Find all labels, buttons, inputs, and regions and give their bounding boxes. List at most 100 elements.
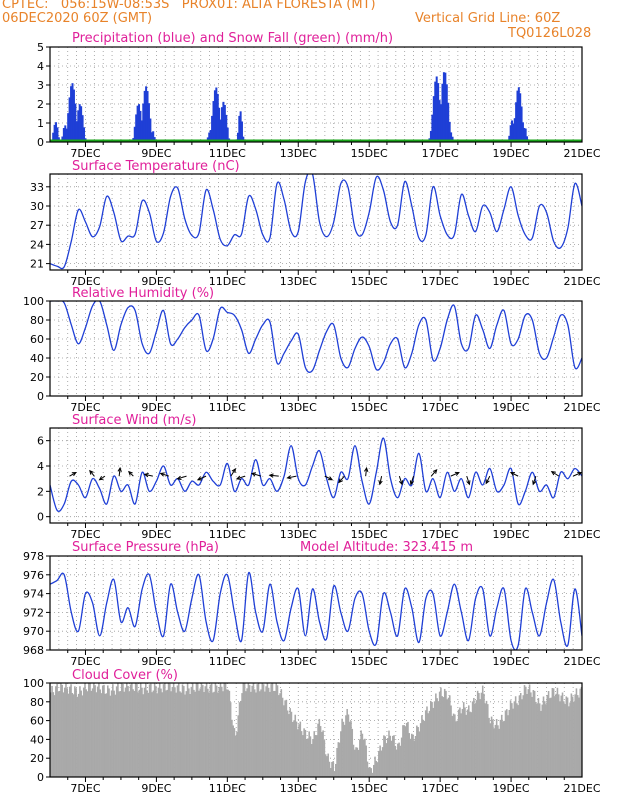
series-line: [50, 437, 582, 512]
cloud-bar: [253, 689, 256, 777]
cloud-bar: [86, 691, 89, 777]
cloud-bar: [313, 731, 316, 777]
cloud-bar: [56, 683, 58, 777]
cloud-bar: [366, 761, 369, 777]
cloud-bar: [61, 684, 63, 777]
cloud-bar: [114, 694, 117, 777]
cloud-bar: [260, 689, 262, 777]
precip-bar: [440, 104, 443, 142]
x-tick-label: 9DEC: [141, 401, 171, 414]
cloud-bar: [162, 684, 165, 777]
wind-arrow-head: [328, 476, 334, 481]
cloud-bar: [412, 734, 414, 777]
cloud-bar: [443, 688, 446, 777]
cloud-bar: [535, 701, 537, 777]
cloud-bar: [299, 721, 302, 777]
cloud-bar: [507, 715, 509, 777]
y-tick-label: 60: [30, 333, 44, 346]
wind-arrow: [160, 472, 169, 477]
cloud-bar: [430, 700, 432, 777]
cloud-bar: [158, 683, 161, 777]
cloud-bar: [188, 688, 190, 777]
cloud-bar: [141, 687, 143, 777]
cloud-bar: [213, 691, 215, 777]
cloud-bar: [310, 744, 313, 777]
precip-bar: [56, 127, 59, 142]
precip-bar: [523, 127, 526, 142]
cloud-bar: [127, 686, 129, 777]
cloud-bar: [484, 703, 487, 777]
cloud-bar: [307, 738, 309, 777]
precip-bar: [83, 127, 86, 142]
cloud-bar: [156, 693, 158, 777]
cloud-bar: [248, 685, 251, 777]
cloud-bar: [383, 735, 385, 777]
wind-arrow: [510, 472, 519, 477]
cloud-bar: [75, 688, 77, 777]
cloud-bar: [488, 717, 490, 777]
wind-arrow: [450, 472, 460, 477]
x-tick-label: 17DEC: [422, 401, 459, 414]
wind-arrow: [324, 475, 333, 481]
x-tick-label: 13DEC: [280, 147, 317, 160]
cloud-bar: [327, 753, 329, 777]
precip-bar: [136, 105, 139, 142]
cloud-bar: [449, 695, 451, 777]
y-tick-label: 20: [30, 371, 44, 384]
x-tick-label: 9DEC: [141, 782, 171, 795]
cloud-bar: [209, 684, 212, 777]
cloud-bar: [370, 768, 373, 777]
x-tick-label: 11DEC: [209, 655, 246, 668]
cloud-bar: [523, 685, 526, 777]
precip-bar: [135, 114, 138, 142]
cloud-bar: [414, 736, 417, 777]
x-tick-label: 7DEC: [70, 655, 100, 668]
y-tick-label: 0: [37, 771, 44, 784]
cloud-bar: [138, 689, 141, 777]
precip-bar: [225, 114, 228, 142]
precip-bar: [431, 114, 434, 142]
y-tick-label: 974: [23, 588, 44, 601]
cloud-bar: [218, 687, 221, 777]
cloud-bar: [433, 701, 436, 777]
cloud-bar: [66, 688, 69, 777]
cloud-bar: [455, 721, 457, 777]
cloud-bar: [293, 720, 295, 777]
precip-bar: [213, 90, 216, 142]
cloud-bar: [469, 711, 471, 777]
cloud-bar: [302, 735, 304, 777]
y-tick-label: 40: [30, 733, 44, 746]
wind-arrow: [197, 475, 207, 481]
cloud-bar: [132, 689, 134, 777]
cloud-bar: [332, 761, 335, 777]
precip-bar: [133, 126, 136, 142]
cloud-bar: [186, 683, 189, 777]
cloud-bar: [328, 761, 331, 777]
cloud-bar: [381, 747, 384, 777]
cloud-bar: [256, 684, 259, 777]
cloud-bar: [169, 683, 171, 777]
wind-arrow-head: [466, 480, 471, 486]
precip-bar: [145, 86, 148, 142]
precip-bar: [516, 90, 519, 142]
wind-arrow: [398, 475, 403, 485]
x-tick-label: 15DEC: [351, 401, 388, 414]
cloud-bar: [60, 683, 62, 777]
cloud-bar: [319, 726, 322, 777]
x-tick-label: 15DEC: [351, 782, 388, 795]
cloud-bar: [502, 721, 504, 777]
cloud-bar: [470, 712, 473, 777]
cloud-bar: [229, 702, 232, 777]
precip-bar: [429, 130, 432, 142]
cloud-bar: [148, 684, 151, 777]
cloud-bar: [240, 700, 242, 777]
precip-bar: [238, 115, 241, 142]
x-tick-label: 19DEC: [493, 147, 530, 160]
cloud-bar: [371, 772, 374, 777]
precip-bar: [508, 135, 511, 142]
cloud-bar: [157, 687, 160, 777]
precip-bar: [448, 121, 451, 142]
cloud-bar: [62, 692, 65, 777]
cloud-bar: [88, 683, 90, 777]
cloud-bar: [90, 690, 93, 777]
